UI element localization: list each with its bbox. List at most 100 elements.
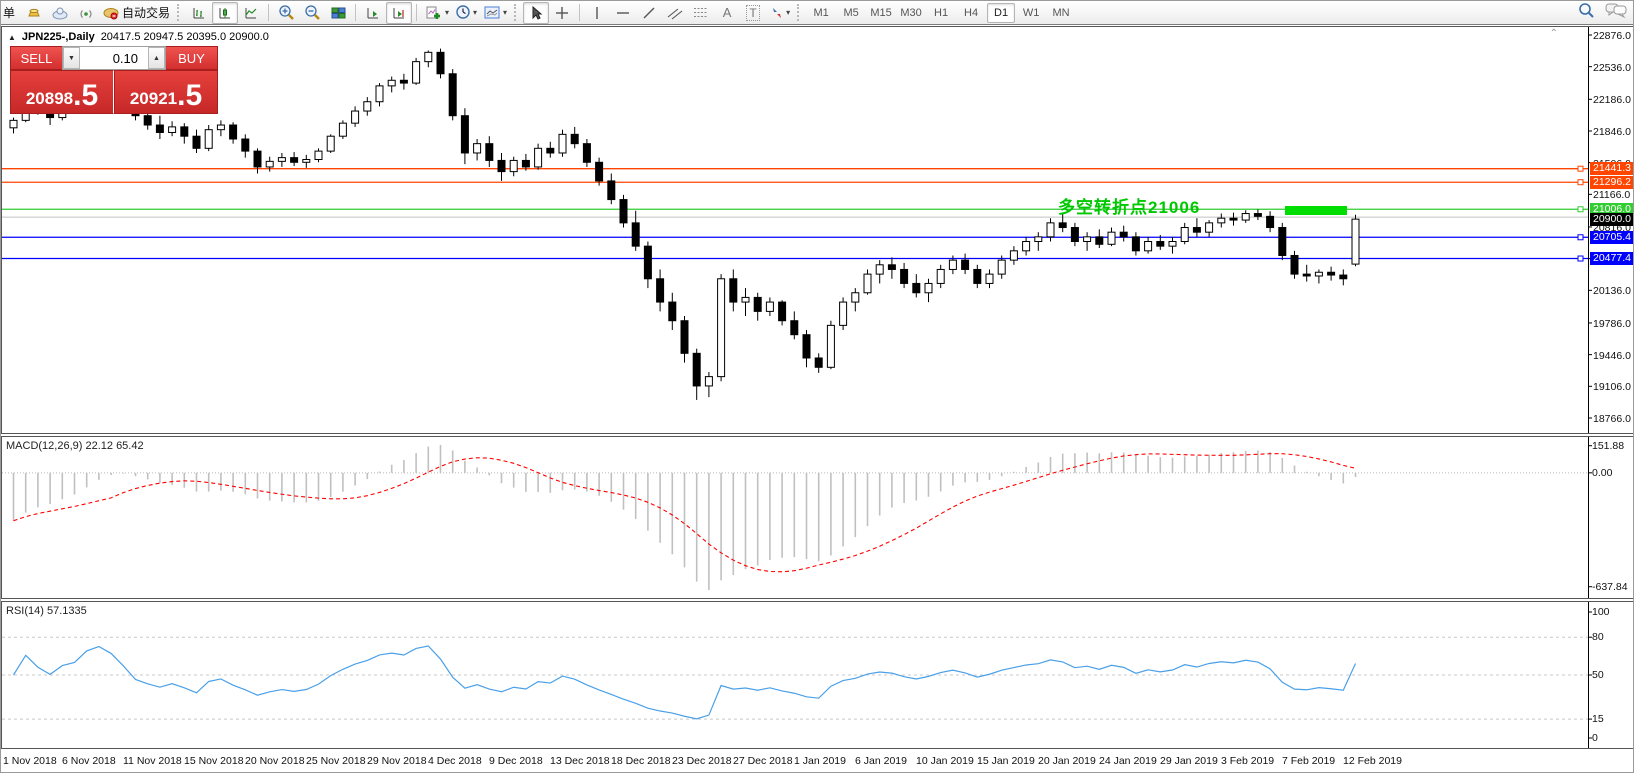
timeframe-H4[interactable]: H4 — [964, 6, 979, 19]
timeframe-H1[interactable]: H1 — [934, 6, 949, 19]
sell-price-main: 20898 — [25, 89, 74, 108]
price-chart-svg[interactable] — [2, 27, 1634, 433]
date-label: 20 Jan 2019 — [1038, 755, 1096, 767]
date-label: 18 Dec 2018 — [611, 755, 671, 767]
macd-name: MACD(12,26,9) — [6, 440, 83, 452]
timeframe-M5[interactable]: M5 — [843, 6, 859, 19]
date-label: 9 Dec 2018 — [489, 755, 543, 767]
label-tool-label: T — [746, 4, 760, 21]
timeframe-MN[interactable]: MN — [1052, 6, 1070, 19]
chat-icon[interactable] — [1605, 2, 1627, 24]
hline-handle[interactable] — [1577, 234, 1584, 241]
time-axis[interactable]: 1 Nov 2018 6 Nov 2018 11 Nov 2018 15 Nov 20… — [1, 749, 1633, 772]
candlestick-chart-icon[interactable] — [212, 1, 239, 24]
pivot-annotation[interactable]: 多空转折点21006 — [1058, 198, 1201, 217]
rsi-name: RSI(14) — [6, 605, 44, 617]
zoom-out-icon[interactable] — [299, 2, 325, 24]
signal-icon[interactable] — [73, 2, 99, 24]
buy-price-display[interactable]: 20921 .5 — [114, 70, 218, 114]
fibonacci-icon[interactable] — [688, 2, 714, 24]
zoom-in-icon[interactable] — [273, 2, 299, 24]
chart-header: ▲ JPN225-,Daily 20417.5 20947.5 20395.0 … — [8, 31, 269, 43]
chart-ohlc-values: 20417.5 20947.5 20395.0 20900.0 — [100, 31, 269, 43]
bar-chart-icon[interactable] — [186, 2, 212, 24]
price-tick: 21166.0 — [1593, 189, 1631, 202]
volume-input[interactable] — [80, 47, 148, 69]
community-icon[interactable] — [47, 2, 73, 24]
crosshair-icon[interactable] — [549, 2, 575, 24]
chart-shift-icon[interactable] — [386, 1, 413, 24]
rsi-panel[interactable]: RSI(14) 57.1335 — [1, 601, 1634, 749]
macd-panel[interactable]: MACD(12,26,9) 22.12 65.42 — [1, 436, 1634, 599]
periods-icon[interactable]: ▾ — [452, 2, 480, 24]
collapse-icon[interactable]: ▲ — [8, 32, 16, 42]
autotrading-button[interactable]: 自动交易 — [99, 2, 173, 24]
timeframe-W1[interactable]: W1 — [1022, 6, 1040, 19]
macd-values: 22.12 65.42 — [85, 440, 144, 452]
timeframe-M1[interactable]: M1 — [813, 6, 829, 19]
date-label: 29 Jan 2019 — [1160, 755, 1218, 767]
sell-price-display[interactable]: 20898 .5 — [10, 70, 114, 114]
price-tick: 19106.0 — [1593, 381, 1631, 394]
vertical-line-icon[interactable] — [584, 2, 610, 24]
toolbar-separator — [268, 4, 270, 21]
date-label: 29 Nov 2018 — [367, 755, 427, 767]
tile-windows-icon[interactable] — [325, 2, 351, 24]
horizontal-line-icon[interactable] — [610, 2, 636, 24]
buy-button[interactable]: BUY — [166, 46, 218, 70]
channel-icon[interactable] — [662, 2, 688, 24]
date-label: 25 Nov 2018 — [306, 755, 366, 767]
chart-symbol-period: JPN225-,Daily — [21, 31, 95, 43]
highlight-rectangle[interactable] — [1285, 206, 1347, 215]
timeframe-M15[interactable]: M15 — [870, 6, 892, 19]
rsi-svg[interactable] — [2, 602, 1634, 748]
chevron-up-icon[interactable]: ⌃ — [1549, 28, 1558, 39]
line-chart-icon[interactable] — [238, 2, 264, 24]
price-tick: 22876.0 — [1593, 30, 1631, 42]
toolbar-right-group — [1577, 1, 1627, 24]
rsi-value: 57.1335 — [46, 605, 87, 617]
hline-handle[interactable] — [1577, 165, 1584, 172]
toolbar-separator — [514, 4, 519, 21]
price-tick: 20136.0 — [1593, 285, 1631, 298]
date-label: 13 Dec 2018 — [550, 755, 610, 767]
trendline-icon[interactable] — [636, 2, 662, 24]
date-label: 12 Feb 2019 — [1343, 755, 1402, 767]
date-label: 11 Nov 2018 — [123, 755, 182, 767]
date-label: 20 Nov 2018 — [245, 755, 305, 767]
label-tool-icon[interactable]: T — [740, 2, 766, 24]
rsi-line — [12, 645, 1357, 720]
volume-decrease-button[interactable]: ▼ — [63, 47, 80, 69]
rsi-tick: 0 — [1592, 732, 1598, 744]
rsi-tick: 100 — [1592, 606, 1610, 618]
timeframe-M30[interactable]: M30 — [900, 6, 922, 19]
buy-price-main: 20921 — [129, 89, 178, 108]
hline-handle[interactable] — [1577, 179, 1584, 186]
sell-button[interactable]: SELL — [10, 46, 62, 70]
new-order-button[interactable]: 单 — [1, 2, 21, 24]
indicators-icon[interactable]: ▾ — [421, 2, 452, 24]
sell-price-fraction: .5 — [73, 79, 99, 112]
templates-icon[interactable]: ▾ — [480, 2, 510, 24]
price-chart-panel[interactable]: ▲ JPN225-,Daily 20417.5 20947.5 20395.0 … — [1, 26, 1634, 434]
buy-price-fraction: .5 — [177, 79, 203, 112]
hline-price-label: 20477.4 — [1590, 252, 1633, 266]
hline-handle[interactable] — [1577, 255, 1584, 262]
current-price-label: 20900.0 — [1590, 212, 1633, 226]
toolbar-separator — [177, 4, 182, 21]
date-label: 3 Feb 2019 — [1221, 755, 1275, 767]
date-label: 1 Jan 2019 — [794, 755, 846, 767]
auto-scroll-icon[interactable] — [360, 2, 386, 24]
text-tool-icon[interactable]: A — [714, 2, 740, 24]
volume-increase-button[interactable]: ▲ — [148, 47, 165, 69]
toolbar-separator — [416, 4, 418, 21]
price-tick: 19446.0 — [1593, 349, 1631, 362]
timeframe-D1[interactable]: D1 — [987, 2, 1016, 23]
hline-handle[interactable] — [1577, 206, 1584, 213]
macd-svg[interactable] — [2, 437, 1634, 598]
search-icon[interactable] — [1577, 1, 1595, 24]
arrows-tool-icon[interactable]: ▾ — [766, 2, 793, 24]
deposit-icon[interactable] — [21, 2, 47, 24]
cursor-icon[interactable] — [523, 1, 550, 24]
volume-control: ▼ ▲ — [62, 46, 166, 70]
